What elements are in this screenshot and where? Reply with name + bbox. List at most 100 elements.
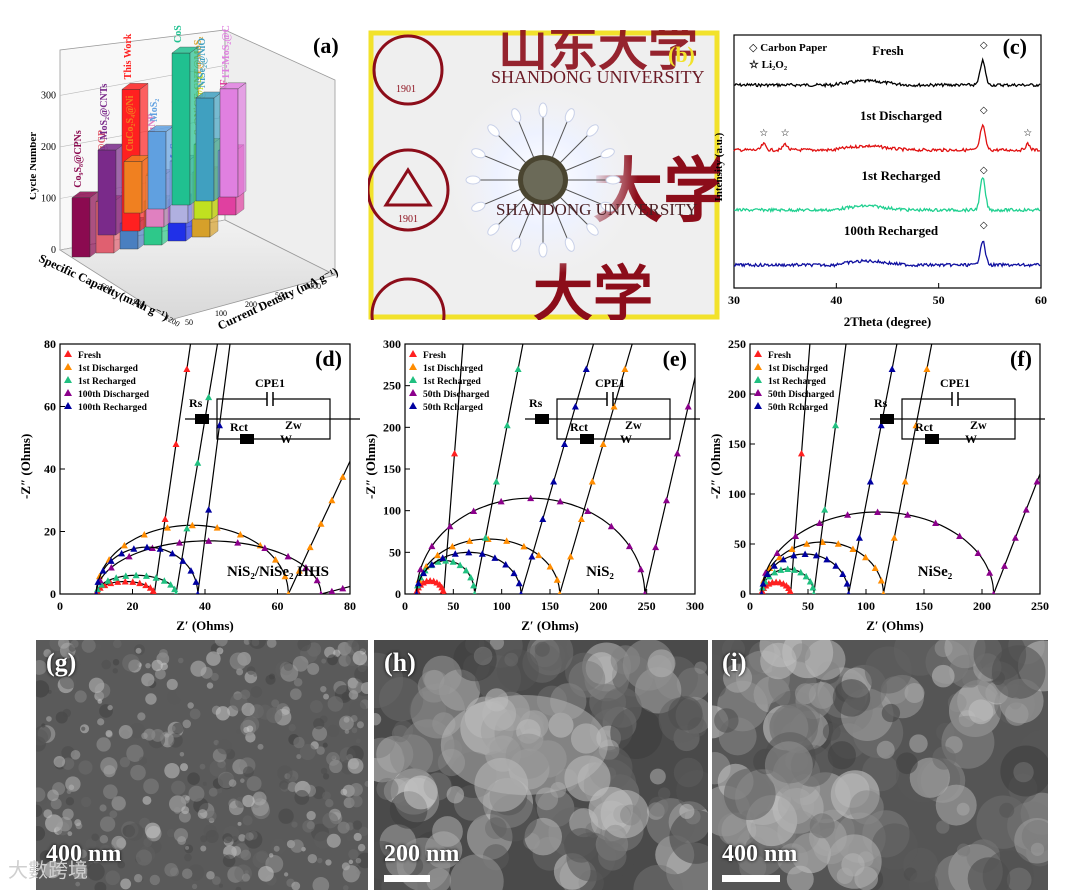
eis-point-1st-recharged <box>843 337 850 344</box>
eis-ytick-label: 20 <box>44 525 56 539</box>
eis-xlabel: Z′ (Ohms) <box>176 618 233 633</box>
eis-xtick-label: 40 <box>199 599 211 613</box>
eis-panel-label: (f) <box>1010 346 1032 371</box>
eis-point-1st-recharged <box>777 566 785 573</box>
eis-point-1st-discharged <box>535 551 543 559</box>
eis-point-100th-recharged <box>187 567 195 574</box>
eis-ytick-label: 0 <box>740 587 746 601</box>
rs-resistor <box>195 414 209 424</box>
rct-resistor <box>240 434 254 444</box>
eis-point-50th-rcharged <box>428 561 436 568</box>
eis-point-50th-discharged <box>497 497 505 505</box>
eis-point-1st-recharged <box>142 572 150 579</box>
eis-point-1st-discharged <box>163 524 171 531</box>
eis-point-1st-recharged <box>104 577 112 584</box>
c-peak-marker: ◇ <box>980 105 988 116</box>
eis-point-1st-discharged <box>295 567 303 574</box>
eis-curves <box>413 344 695 594</box>
legend-entry: 50th Rcharged <box>423 403 484 413</box>
eis-point-1st-discharged <box>213 524 221 531</box>
photo-year-top: 1901 <box>396 84 416 95</box>
c-series-1st-discharged <box>733 123 1040 153</box>
eis-point-fresh <box>152 590 157 594</box>
bar-front <box>195 97 215 202</box>
bar-label: CoSe@NiSe₂ <box>173 25 184 43</box>
sem-scalebar-i <box>722 875 780 882</box>
eis-ytick-label: 150 <box>728 437 746 451</box>
eis-point-1st-recharged <box>811 590 816 594</box>
eis-ytick-label: 250 <box>728 337 746 351</box>
legend-entry: Fresh <box>78 351 102 361</box>
eis-point-1st-recharged <box>167 581 175 588</box>
led <box>465 175 481 185</box>
eis-point-50th-discharged <box>1055 422 1062 429</box>
eis-point-50th-rcharged <box>550 478 558 485</box>
eis-point-50th-rcharged <box>832 562 840 569</box>
eis-xtick-label: 20 <box>127 599 139 613</box>
rct-label: Rct <box>915 420 933 434</box>
eis-point-fresh <box>762 582 770 589</box>
eis-point-1st-recharged <box>174 590 178 594</box>
bar-label: NiSe₂@NiO <box>197 38 208 88</box>
legend-marker <box>64 363 72 370</box>
eis-point-50th-discharged <box>527 494 535 502</box>
eis-point-50th-discharged <box>991 590 996 594</box>
a-ztick: 50 <box>185 318 193 327</box>
eis-point-1st-discharged <box>881 590 886 594</box>
bar-cuco-s-ni: CuCo₂S₄@Ni <box>123 95 151 214</box>
c-series-label: 100th Recharged <box>844 223 939 238</box>
bar-label: CuCo₂S₄@Ni <box>125 95 136 151</box>
eis-point-100th-discharged <box>328 587 336 594</box>
eis-point-1st-discharged <box>577 515 585 522</box>
bar-1t-mos-cnts: 1T-MoS₂@CNTs <box>219 25 247 198</box>
eis-ytick-label: 0 <box>50 587 56 601</box>
eis-point-50th-rcharged <box>839 570 847 577</box>
eis-point-1st-discharged <box>557 590 562 594</box>
photo-year-mid: 1901 <box>398 214 418 225</box>
eis-point-50th-discharged <box>625 542 633 550</box>
eis-point-fresh <box>146 584 154 591</box>
c-series-label: Fresh <box>872 43 904 58</box>
eis-point-100th-discharged <box>350 582 357 589</box>
led <box>586 223 599 236</box>
eis-point-50th-rcharged <box>491 554 499 561</box>
eis-point-50th-discharged <box>446 522 454 530</box>
eis-point-50th-discharged <box>1044 450 1051 457</box>
eis-point-1st-recharged <box>784 565 792 572</box>
legend-entry: 1st Discharged <box>423 364 484 374</box>
bar-front <box>171 52 191 206</box>
legend-marker <box>64 389 72 396</box>
eis-xtick-label: 150 <box>541 599 559 613</box>
eis-point-50th-discharged <box>673 449 681 457</box>
bar-top <box>219 82 247 90</box>
a-ytick: 300 <box>41 90 56 101</box>
eis-point-1st-discharged <box>306 543 314 551</box>
eis-ytick-label: 50 <box>389 545 401 559</box>
eis-point-50th-discharged <box>904 511 912 518</box>
legend-entry: Fresh <box>768 351 792 361</box>
eis-point-100th-discharged <box>176 539 184 546</box>
warburg-symbol: W <box>620 432 632 446</box>
eis-point-1st-discharged <box>520 542 528 550</box>
eis-point-50th-discharged <box>662 496 670 504</box>
eis-point-50th-rcharged <box>439 554 447 561</box>
eis-fit-50th-discharged <box>416 374 695 594</box>
eis-point-fresh <box>161 515 169 522</box>
eis-point-50th-rcharged <box>770 562 778 569</box>
legend-entry: Fresh <box>423 351 447 361</box>
eis-point-1st-discharged <box>567 553 575 560</box>
eis-point-1st-discharged <box>350 450 357 457</box>
bar-label: This Work <box>123 33 134 79</box>
eis-point-100th-discharged <box>107 563 115 571</box>
a-ztick: 100 <box>215 309 227 318</box>
eis-point-1st-discharged <box>871 564 879 571</box>
eis-point-1st-recharged <box>790 566 798 573</box>
cpe-label: CPE1 <box>595 376 625 390</box>
eis-point-50th-rcharged <box>561 440 568 447</box>
bar-label: Co₉S₈@CPNs <box>73 130 84 188</box>
eis-xtick-label: 300 <box>686 599 704 613</box>
c-peak-marker: ◇ <box>980 220 988 231</box>
bar-label: MoS₂ <box>149 99 160 122</box>
rs-resistor <box>880 414 894 424</box>
eis-point-50th-rcharged <box>801 550 809 557</box>
